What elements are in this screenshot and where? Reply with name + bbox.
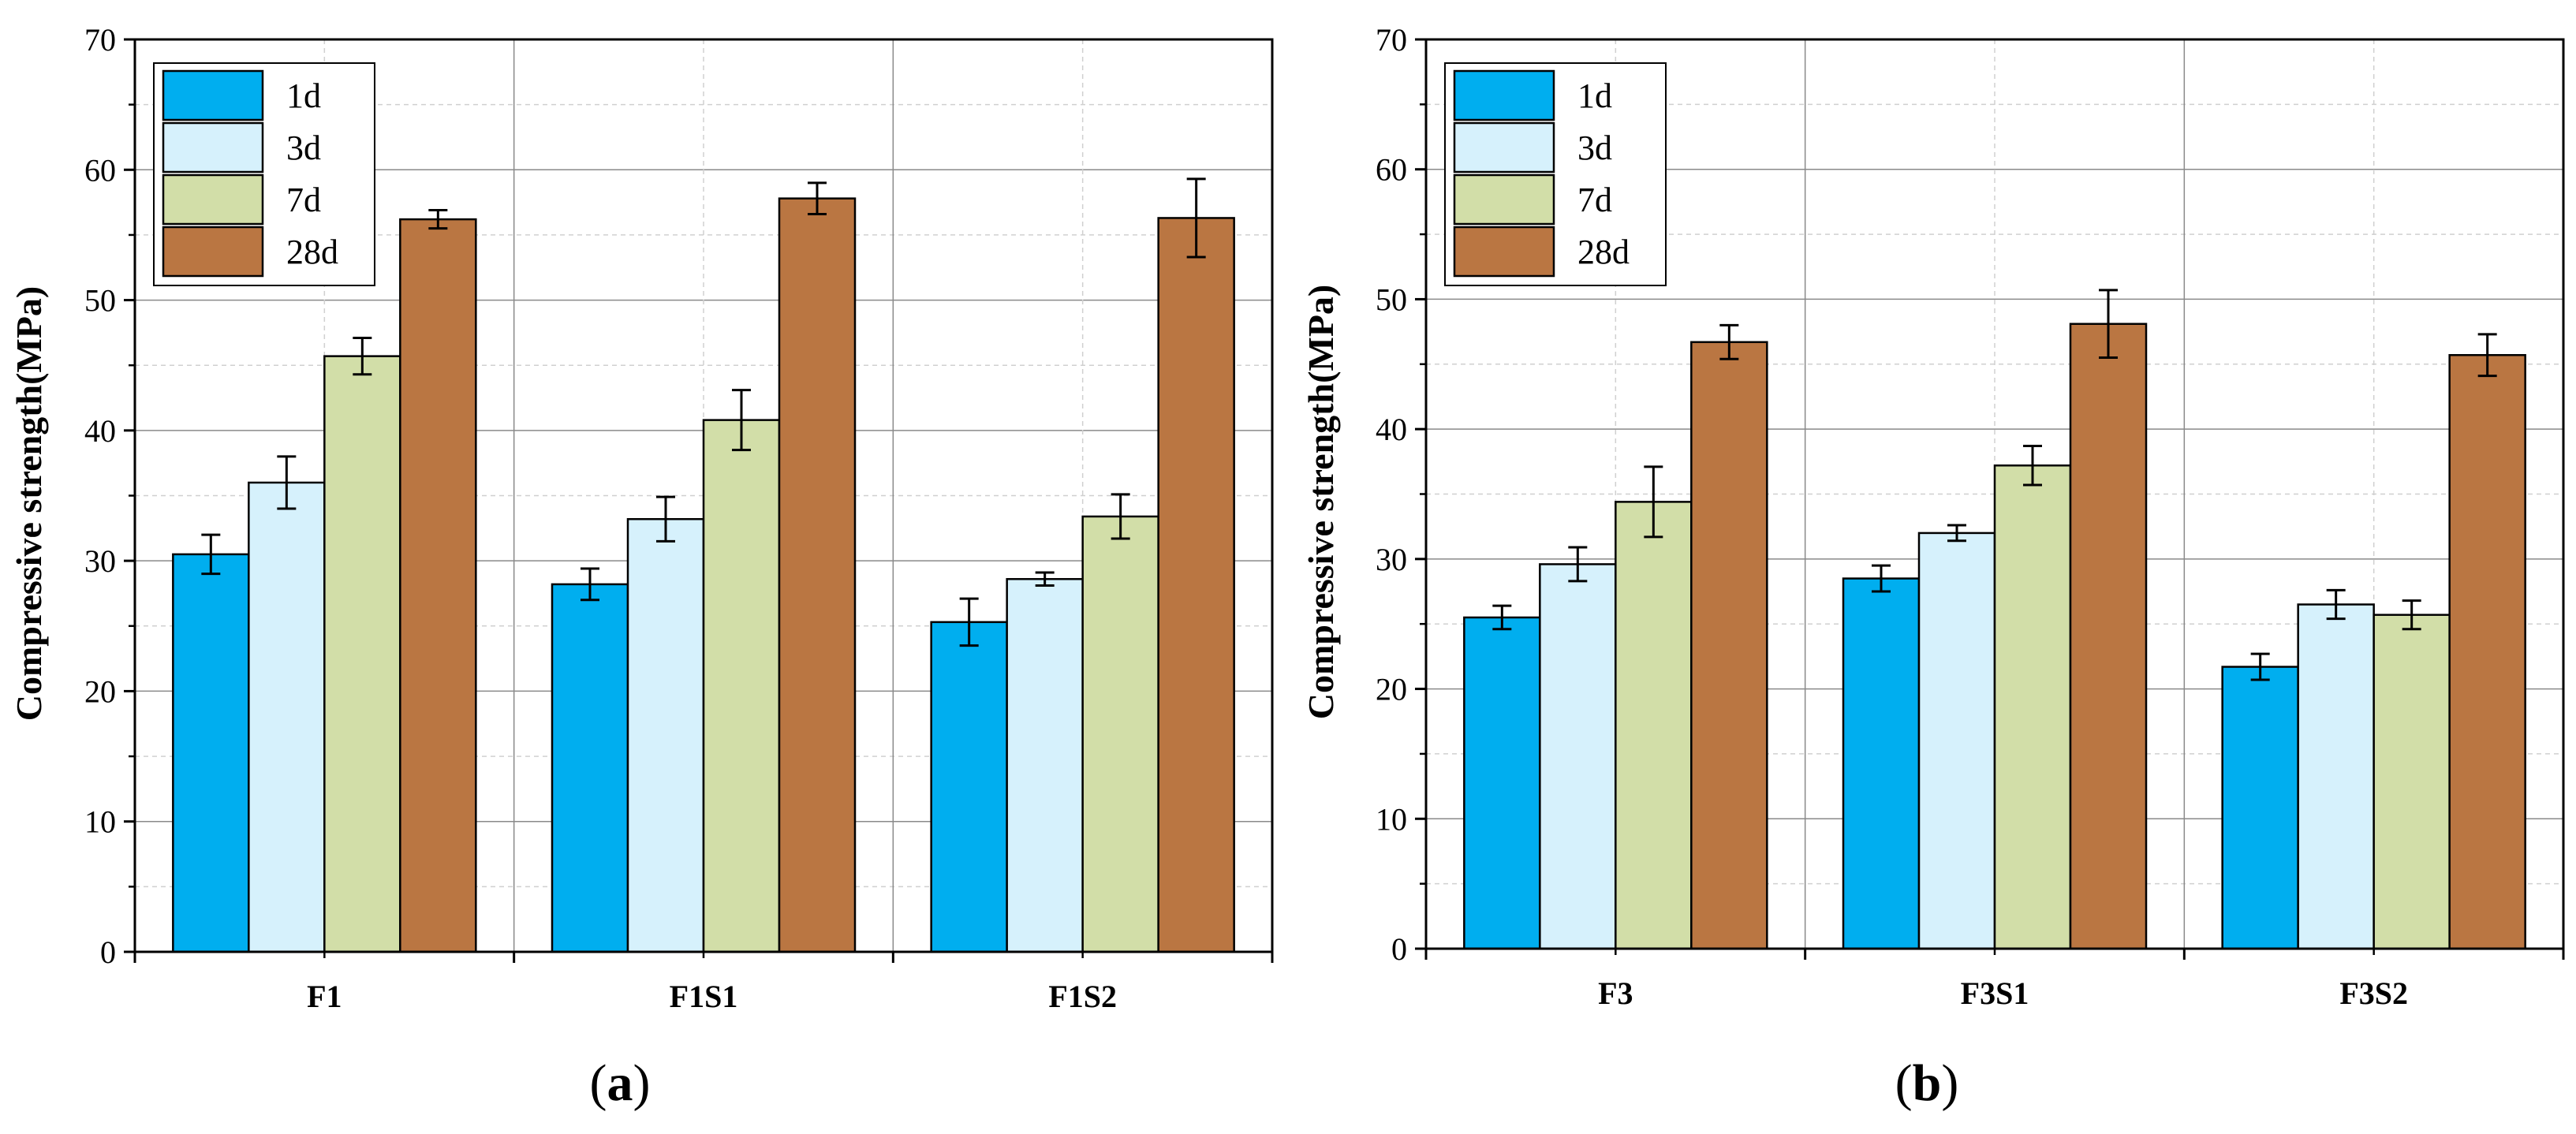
bar-F3S2-28d	[2448, 354, 2526, 950]
series-7d	[1615, 445, 2451, 950]
legend-label-3d: 3d	[1577, 129, 1612, 167]
y-tick-label: 40	[84, 413, 116, 449]
y-tick-label: 70	[1376, 22, 1407, 58]
legend: 1d 3d 7d 28d	[1444, 62, 1667, 286]
series-7d	[323, 337, 1159, 953]
panel-label: (b)	[1895, 1054, 1959, 1112]
bar-F3S2-3d	[2297, 603, 2375, 950]
y-tick-label: 70	[84, 22, 116, 58]
y-axis: 0 10 20 30 40 50 60 70	[84, 22, 135, 970]
category-label-F3S2: F3S2	[2339, 975, 2408, 1011]
panel-label-letter: b	[1913, 1054, 1942, 1112]
legend-swatch-7d	[1453, 173, 1555, 226]
category-label-F1S2: F1S2	[1048, 979, 1117, 1014]
series-28d	[399, 177, 1235, 953]
bar-F1S1-3d	[626, 518, 705, 953]
y-tick-label: 10	[1376, 801, 1407, 837]
category-label-F1: F1	[307, 979, 342, 1014]
bar-F1S2-7d	[1081, 515, 1159, 953]
legend-label-1d: 1d	[286, 76, 321, 115]
panel-label-close: )	[633, 1054, 651, 1112]
category-label-F3: F3	[1598, 975, 1633, 1011]
bar-F3S1-1d	[1842, 577, 1921, 950]
panel-label-close: )	[1941, 1054, 1958, 1112]
bar-F3S2-7d	[2373, 614, 2451, 950]
legend-swatch-28d	[162, 226, 264, 278]
legend-label-3d: 3d	[286, 129, 321, 167]
legend-label-7d: 7d	[1577, 181, 1612, 219]
series-3d	[248, 455, 1084, 953]
bar-F3-3d	[1539, 563, 1617, 950]
bar-F1-3d	[248, 481, 326, 953]
bar-F1-7d	[323, 355, 401, 953]
bar-F1S1-28d	[778, 197, 857, 953]
panel-label-open: (	[590, 1054, 607, 1112]
series-1d	[172, 533, 1008, 953]
bar-F3-7d	[1615, 501, 1693, 950]
chart-panel-b: 0 10 20 30 40 50 60 70 F3 F3S1 F3S2 Compressive str…	[1301, 22, 2565, 1112]
y-axis: 0 10 20 30 40 50 60 70	[1376, 22, 1426, 967]
bar-F3-28d	[1690, 341, 1768, 950]
bar-F1S1-1d	[551, 583, 629, 953]
series-28d	[1690, 289, 2526, 950]
category-label-F3S1: F3S1	[1961, 975, 2029, 1011]
y-tick-label: 20	[84, 673, 116, 709]
bar-F1-1d	[172, 553, 250, 953]
x-axis: F3 F3S1 F3S2	[1424, 949, 2565, 1011]
bar-F1S2-1d	[930, 621, 1008, 953]
legend-label-1d: 1d	[1577, 76, 1612, 115]
y-tick-label: 40	[1376, 412, 1407, 447]
y-tick-label: 60	[1376, 152, 1407, 188]
legend-swatch-3d	[162, 121, 264, 173]
y-tick-label: 20	[1376, 672, 1407, 707]
bar-F1S1-7d	[702, 419, 781, 953]
y-tick-label: 50	[1376, 282, 1407, 317]
legend-label-28d: 28d	[1577, 233, 1630, 271]
legend: 1d 3d 7d 28d	[153, 62, 375, 286]
category-label-F1S1: F1S1	[670, 979, 738, 1014]
y-axis-label: Compressive strength(MPa)	[1301, 285, 1341, 719]
y-tick-label: 30	[1376, 542, 1407, 577]
bar-F3S1-3d	[1917, 532, 1996, 950]
legend-label-7d: 7d	[286, 181, 321, 219]
y-tick-label: 0	[1391, 931, 1407, 967]
chart-panel-a: 0 10 20 30 40 50 60 70 F1 F1S1 F1S2 Compressive str…	[9, 22, 1274, 1112]
panel-label-letter: a	[607, 1054, 633, 1112]
legend-swatch-1d	[162, 69, 264, 121]
y-tick-label: 30	[84, 543, 116, 579]
y-tick-label: 10	[84, 804, 116, 840]
bar-F1S2-28d	[1157, 217, 1235, 953]
bar-F3S1-28d	[2069, 323, 2148, 950]
legend-label-28d: 28d	[286, 233, 338, 271]
bar-F1-28d	[399, 218, 477, 953]
legend-swatch-28d	[1453, 226, 1555, 278]
legend-swatch-1d	[1453, 69, 1555, 121]
bar-F3S1-7d	[1993, 464, 2072, 950]
bar-F3-1d	[1463, 616, 1541, 950]
bar-F1S2-3d	[1006, 578, 1084, 953]
legend-swatch-7d	[162, 173, 264, 226]
bar-F3S2-1d	[2221, 666, 2299, 950]
panel-label-open: (	[1895, 1054, 1913, 1112]
y-tick-label: 0	[100, 934, 116, 970]
y-tick-label: 50	[84, 283, 116, 319]
legend-swatch-3d	[1453, 121, 1555, 173]
y-tick-label: 60	[84, 152, 116, 188]
x-axis: F1 F1S1 F1S2	[133, 952, 1274, 1014]
y-axis-label: Compressive strength(MPa)	[9, 286, 49, 721]
panel-label: (a)	[590, 1054, 651, 1112]
